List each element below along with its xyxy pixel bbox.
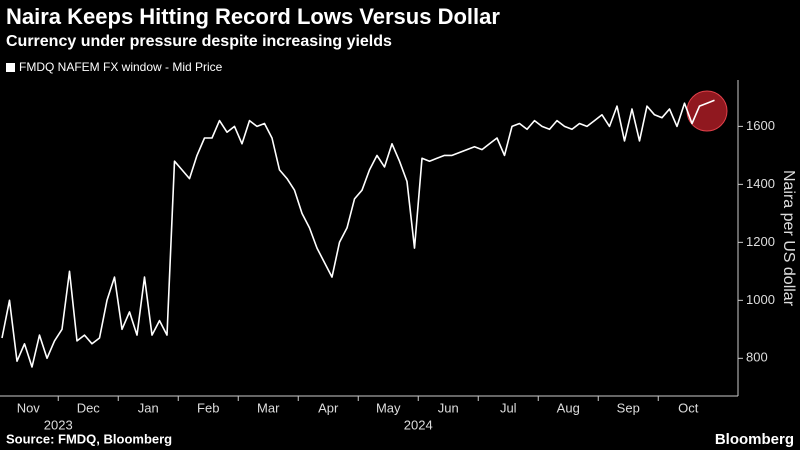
legend-label: FMDQ NAFEM FX window - Mid Price [19, 60, 223, 74]
source: Source: FMDQ, Bloomberg [6, 431, 172, 446]
y-tick-label: 1000 [746, 292, 775, 307]
legend-swatch [6, 63, 15, 72]
chart-subtitle: Currency under pressure despite increasi… [6, 33, 392, 50]
x-tick-label: Feb [197, 400, 219, 415]
y-tick-label: 800 [746, 350, 768, 365]
x-tick-label: Jun [438, 400, 459, 415]
year-label: 2023 [44, 417, 73, 432]
y-axis-label: Naira per US dollar [780, 170, 797, 307]
x-tick-label: Jan [138, 400, 159, 415]
year-label: 2024 [404, 417, 433, 432]
x-tick-label: Apr [318, 400, 339, 415]
x-tick-label: Nov [17, 400, 41, 415]
x-tick-label: Oct [678, 400, 699, 415]
y-tick-label: 1400 [746, 176, 775, 191]
y-tick-label: 1200 [746, 234, 775, 249]
chart-title: Naira Keeps Hitting Record Lows Versus D… [6, 4, 500, 29]
x-tick-label: Jul [500, 400, 517, 415]
x-tick-label: Dec [77, 400, 101, 415]
line [1, 99, 715, 368]
highlight-circle [686, 90, 728, 132]
y-tick-label: 1600 [746, 118, 775, 133]
x-tick-label: Mar [257, 400, 280, 415]
x-tick-label: Sep [617, 400, 640, 415]
x-tick-label: Aug [557, 400, 580, 415]
brand: Bloomberg [715, 431, 794, 448]
x-tick-label: May [376, 400, 401, 415]
